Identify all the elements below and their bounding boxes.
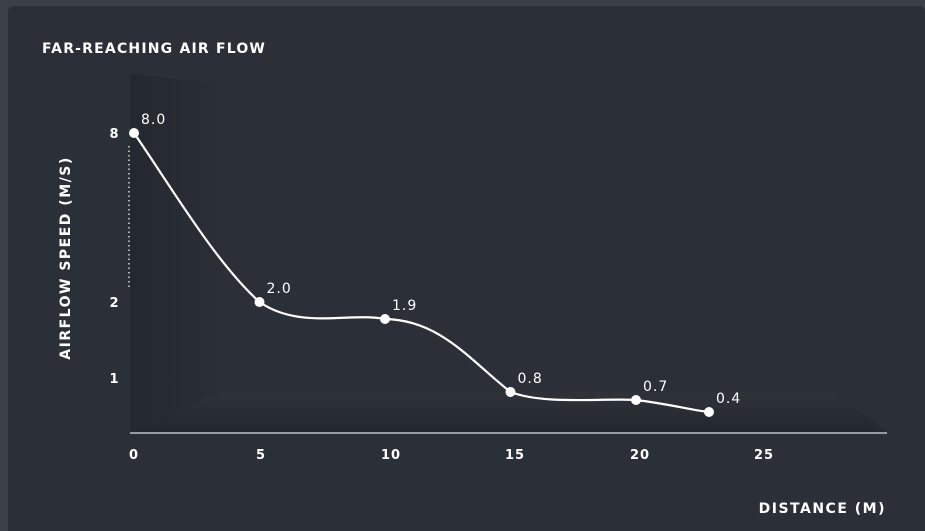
data-label-5: 0.4 (716, 391, 741, 407)
y-axis-label: AIRFLOW SPEED (M/S) (58, 156, 74, 359)
data-point-3 (505, 387, 516, 397)
x-tick-20: 20 (630, 448, 650, 463)
x-axis-label: DISTANCE (M) (759, 501, 886, 517)
x-tick-25: 25 (754, 448, 774, 463)
data-point-1 (254, 297, 265, 307)
backdrop-floor (130, 392, 887, 432)
data-point-5 (704, 407, 714, 417)
backdrop-wall (130, 74, 222, 432)
x-tick-5: 5 (256, 448, 266, 463)
data-point-0 (129, 128, 139, 138)
data-label-1: 2.0 (267, 281, 292, 297)
data-label-2: 1.9 (392, 298, 417, 314)
data-label-3: 0.8 (518, 371, 543, 387)
chart-title: FAR-REACHING AIR FLOW (42, 41, 267, 57)
data-point-4 (631, 395, 641, 405)
data-label-0: 8.0 (141, 112, 166, 128)
x-tick-10: 10 (381, 448, 401, 463)
y-tick-2: 2 (109, 296, 118, 311)
data-point-2 (380, 314, 390, 324)
x-tick-0: 0 (129, 448, 139, 463)
data-label-4: 0.7 (643, 379, 668, 395)
y-tick-1: 1 (109, 372, 118, 387)
data-points (129, 128, 714, 417)
x-tick-15: 15 (505, 448, 525, 463)
data-labels: 8.0 2.0 1.9 0.8 0.7 0.4 (141, 112, 741, 407)
x-ticks: 0 5 10 15 20 25 (129, 448, 774, 463)
y-tick-8: 8 (109, 127, 118, 142)
